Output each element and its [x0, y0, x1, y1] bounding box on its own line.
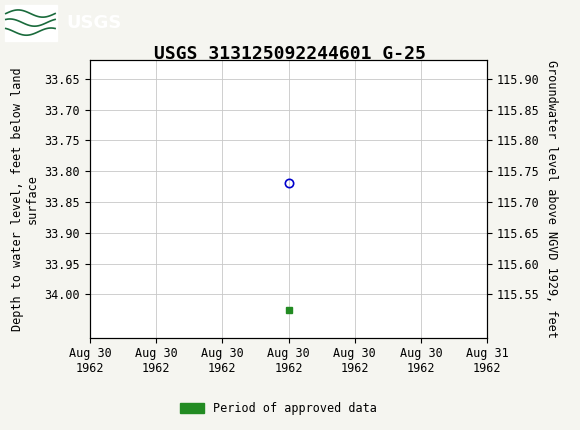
- Text: USGS: USGS: [67, 14, 122, 31]
- FancyBboxPatch shape: [5, 4, 57, 41]
- Legend: Period of approved data: Period of approved data: [175, 397, 382, 420]
- Y-axis label: Groundwater level above NGVD 1929, feet: Groundwater level above NGVD 1929, feet: [545, 60, 558, 338]
- Y-axis label: Depth to water level, feet below land
surface: Depth to water level, feet below land su…: [11, 67, 39, 331]
- Text: USGS 313125092244601 G-25: USGS 313125092244601 G-25: [154, 45, 426, 63]
